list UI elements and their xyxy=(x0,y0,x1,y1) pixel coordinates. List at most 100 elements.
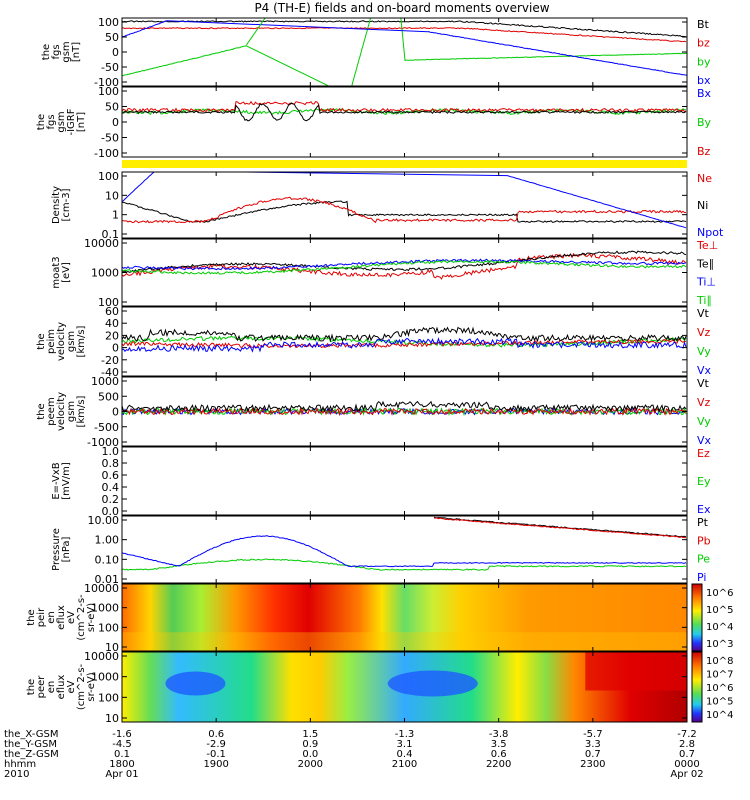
ylabel-line: [nT] xyxy=(71,42,82,62)
legend-label: Te⊥ xyxy=(696,239,718,252)
panel-8-plot xyxy=(122,517,686,570)
ylabel-line: [eV] xyxy=(61,262,72,283)
panel-frame xyxy=(122,172,687,238)
series-pt xyxy=(434,517,686,537)
xaxis-value: 2200 xyxy=(486,759,511,770)
panel-frame xyxy=(122,87,687,157)
ylabel: E=-VxB [mV/m] xyxy=(51,462,72,500)
series-bz xyxy=(122,28,686,42)
ytick-label: 100 xyxy=(98,170,119,183)
xaxis-value: 2300 xyxy=(580,759,605,770)
ytick-label: -100 xyxy=(94,147,119,160)
panels-layer: 100500-50-100the fgs gsm [nT]Btbzbybx100500… xyxy=(26,0,733,725)
figure-title: P4 (TH-E) fields and on-board moments ov… xyxy=(254,1,549,15)
series-bz xyxy=(122,102,686,112)
ytick-label: 500 xyxy=(98,390,119,403)
panel-7: 1.00.80.60.40.20.0E=-VxB [mV/m]EzEyEx xyxy=(51,445,711,518)
ytick-label: 100 xyxy=(98,621,119,634)
x-axis-annotations: the_X-GSM -1.6 0.6 1.5 -1.3 -3.8 -5.7 -7.2 the_Y… xyxy=(4,729,704,780)
ytick-label: 0 xyxy=(112,342,119,355)
series-pb xyxy=(434,518,686,538)
panel-4: 100001000100moat3 [eV]Te⊥Te∥Ti⊥Ti∥ xyxy=(51,237,718,309)
legend-label: Pb xyxy=(697,534,711,547)
panel-6-plot xyxy=(122,402,686,415)
ylabel-line: [mV/m] xyxy=(61,462,72,500)
ytick-label: 1.00 xyxy=(95,534,120,547)
panel-2-plot xyxy=(122,102,686,121)
panel-8: 10.001.000.100.01Pressure [nPa]PtPbPePi xyxy=(51,514,711,586)
ylabel: moat3 [eV] xyxy=(51,256,72,288)
legend-label: Ne xyxy=(697,172,712,185)
ylabel-line: sr-eV) xyxy=(86,672,97,701)
ytick-label: 1000 xyxy=(91,267,119,280)
ylabel-line: sr-eV) xyxy=(86,603,97,632)
ytick-label: 10000 xyxy=(84,582,119,595)
series-npot xyxy=(122,171,686,228)
overview-figure: P4 (TH-E) fields and on-board moments ov… xyxy=(0,0,750,800)
series-pi xyxy=(122,536,686,567)
ytick-label: 100 xyxy=(98,691,119,704)
colorbar xyxy=(692,584,702,651)
ytick-label: 40 xyxy=(105,317,119,330)
ytick-label: 10 xyxy=(105,712,119,725)
ylabel-line: [km/s] xyxy=(76,325,87,357)
ytick-label: 1 xyxy=(112,209,119,222)
panel-5-plot xyxy=(122,328,686,352)
legend-label: Bz xyxy=(697,145,711,158)
ytick-label: 10.00 xyxy=(88,514,120,527)
xaxis-value: 2000 xyxy=(298,759,323,770)
xaxis-value: Apr 01 xyxy=(105,769,138,780)
ytick-label: 60 xyxy=(105,305,119,318)
legend-label: Npot xyxy=(697,226,724,239)
xaxis-value: 1900 xyxy=(203,759,228,770)
legend-label: Bt xyxy=(697,18,710,31)
ytick-label: 1000 xyxy=(91,375,119,388)
telemetry-bar xyxy=(122,160,687,168)
ytick-label: 50 xyxy=(105,31,119,44)
legend-label: Pi xyxy=(697,571,706,584)
legend-label: bz xyxy=(697,37,710,50)
ytick-label: 100 xyxy=(98,85,119,98)
legend-label: Ti⊥ xyxy=(696,276,716,289)
ylabel: Density [cm-3] xyxy=(51,186,72,224)
ylabel: the fgs gsm -IGRF [nT] xyxy=(36,108,87,135)
ylabel: the peim velocity gsm [km/s] xyxy=(36,322,87,361)
panel-5: 6040200-20-40the peim velocity gsm [km/s]VtV… xyxy=(36,305,712,379)
legend-label: Vt xyxy=(697,307,710,320)
ylabel-line: [km/s] xyxy=(76,395,87,427)
panel-10-plot xyxy=(122,652,687,722)
panel-10: 10000100010010the peer en eflux eV (cm^2-s-sr… xyxy=(26,650,733,725)
series-bx xyxy=(122,103,686,121)
spectrogram-band xyxy=(585,652,687,691)
legend-label: Te∥ xyxy=(696,257,714,270)
colorbar-tick-label: 10^6 xyxy=(706,683,733,694)
panel-9: 10000100010010the peir en eflux eV (cm^2-s-sr… xyxy=(26,582,733,654)
ytick-label: -20 xyxy=(101,354,119,367)
ytick-label: 50 xyxy=(105,101,119,114)
spectrogram-blob xyxy=(165,672,225,696)
colorbar xyxy=(692,652,702,722)
legend-label: Bx xyxy=(697,87,712,100)
ytick-label: 100 xyxy=(98,16,119,29)
colorbar-tick-label: 10^3 xyxy=(706,639,733,650)
panel-9-plot xyxy=(122,584,687,651)
legend-label: Ni xyxy=(697,199,708,212)
legend-label: By xyxy=(697,116,712,129)
ytick-label: 0.10 xyxy=(95,553,120,566)
legend-label: Vz xyxy=(697,326,711,339)
ytick-label: 10000 xyxy=(84,650,119,663)
spectrogram-blob xyxy=(388,671,478,697)
legend-label: Ez xyxy=(697,447,710,460)
xaxis-value: 2100 xyxy=(392,759,417,770)
panel-3: 1001010.1Density [cm-3]NeNiNpot xyxy=(51,160,724,241)
panel-4-plot xyxy=(122,251,686,279)
ylabel-line: [cm-3] xyxy=(61,188,72,221)
legend-label: Vx xyxy=(697,434,712,447)
colorbar-tick-label: 10^5 xyxy=(706,697,733,708)
colorbar-tick-label: 10^6 xyxy=(706,588,733,599)
ytick-label: 0 xyxy=(112,46,119,59)
colorbar-tick-label: 10^4 xyxy=(706,622,733,633)
legend-label: Ex xyxy=(697,503,711,516)
series-ne xyxy=(122,197,686,222)
ylabel: the peem velocity gsm [km/s] xyxy=(36,392,87,431)
